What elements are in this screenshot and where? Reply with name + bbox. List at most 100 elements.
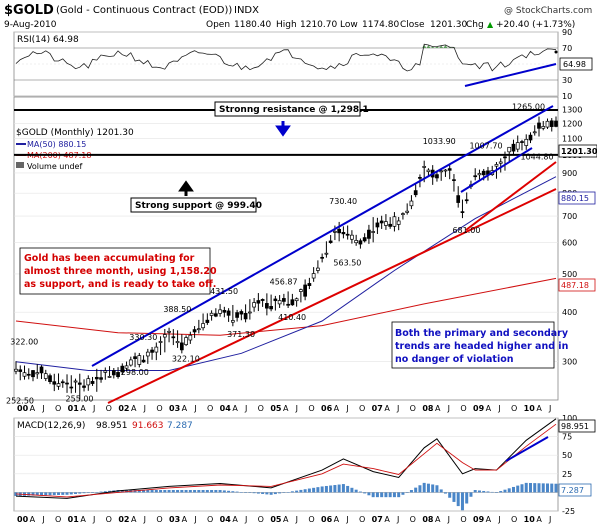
price-bar: [439, 169, 444, 181]
price-bar-body: [103, 370, 108, 373]
price-bar: [311, 267, 316, 282]
macd-histogram-bar: [452, 492, 456, 502]
macd-x-tick-label: J: [497, 515, 500, 524]
macd-histogram-bar: [465, 492, 469, 504]
macd-histogram-bar: [503, 489, 507, 493]
macd-histogram-bar: [31, 492, 35, 496]
price-bar-body: [515, 142, 520, 150]
price-bar-body: [413, 190, 418, 196]
macd-histogram-bar: [137, 490, 141, 493]
macd-histogram-bar: [244, 492, 248, 493]
macd-x-tick-label: O: [55, 515, 61, 524]
macd-histogram-bar: [159, 490, 163, 493]
price-bar: [392, 212, 397, 232]
macd-histogram-bar: [282, 492, 286, 493]
price-bar-body: [171, 336, 176, 339]
price-bar: [209, 310, 214, 321]
macd-histogram-bar: [193, 490, 197, 493]
macd-histogram-bar: [171, 490, 175, 493]
price-bar-body: [477, 173, 482, 176]
close-value: 1201.30: [430, 20, 467, 30]
right-note-box: [391, 321, 555, 369]
price-bar-body: [532, 131, 537, 134]
price-bar-body: [481, 170, 486, 176]
swing-point-label: 330.30: [129, 333, 157, 342]
macd-histogram-bar: [231, 491, 235, 493]
price-x-tick-label: 04: [220, 404, 232, 413]
price-bar-body: [311, 273, 316, 279]
watermark: @ StockCharts.com: [504, 6, 592, 16]
macd-x-tick-label: J: [345, 515, 348, 524]
macd-histogram-bar: [205, 490, 209, 493]
price-bar: [48, 373, 52, 385]
macd-x-tick-label: J: [143, 515, 146, 524]
macd-histogram-bar: [303, 489, 307, 493]
price-bar: [145, 348, 150, 364]
macd-histogram-bar: [86, 492, 90, 493]
macd-x-tick-label: 04: [220, 515, 232, 524]
chart-description: (Gold - Continuous Contract (EOD)): [56, 5, 232, 16]
open-value: 1180.40: [234, 20, 271, 30]
price-bar: [554, 116, 558, 128]
ma200-badge-text: 487.18: [561, 281, 589, 290]
macd-histogram-bar: [443, 492, 447, 494]
macd-line: [15, 418, 557, 499]
price-y-tick-label: 1100: [562, 134, 582, 143]
macd-histogram-bar: [35, 492, 39, 496]
price-bar: [39, 365, 44, 379]
macd-histogram-bar: [477, 490, 481, 493]
price-bar: [316, 260, 320, 274]
macd-x-tick-label: J: [295, 515, 298, 524]
close-badge: [558, 144, 597, 158]
macd-histogram-bar: [363, 492, 367, 494]
macd-histogram-bar: [91, 492, 95, 493]
macd-x-tick-label: 02: [118, 515, 129, 524]
macd-histogram-bar: [265, 492, 269, 495]
price-bar-body: [269, 306, 273, 310]
macd-histogram-bar: [316, 487, 320, 493]
macd-histogram-bar: [494, 492, 498, 493]
macd-histogram-bar: [222, 490, 226, 493]
price-bar: [52, 373, 57, 392]
price-bar-body: [179, 342, 184, 351]
price-bar-body: [384, 221, 388, 226]
macd-x-tick-label: A: [80, 515, 86, 524]
price-bar-body: [277, 300, 282, 305]
down-arrow-icon: [275, 121, 291, 137]
price-bar-body: [226, 310, 231, 316]
hist-badge: [558, 483, 592, 497]
macd-histogram-bar: [142, 490, 146, 493]
price-bar: [56, 373, 61, 390]
price-bar: [524, 134, 529, 150]
macd-histogram-bar: [108, 490, 112, 493]
left-note-line-1: Gold has been accumulating for: [24, 253, 195, 264]
macd-histogram-bar: [44, 492, 48, 496]
price-bar-body: [333, 230, 337, 233]
price-bar: [179, 334, 184, 354]
price-bar-body: [388, 223, 393, 227]
price-bar-body: [231, 320, 235, 323]
price-x-tick-label: O: [55, 404, 61, 413]
macd-x-tick-label: 07: [372, 515, 383, 524]
macd-histogram-bar: [180, 490, 184, 493]
price-bar-body: [69, 386, 74, 389]
macd-histogram-bar: [307, 488, 311, 493]
price-bar: [158, 336, 163, 356]
macd-histogram-bar: [312, 487, 316, 493]
ma50-line: [15, 176, 557, 371]
price-y-tick-label: 1200: [562, 119, 582, 128]
price-bar: [477, 169, 482, 180]
rsi-value-badge-text: 64.98: [563, 60, 586, 69]
price-bar: [248, 299, 252, 320]
swing-point-label: 1033.90: [423, 137, 456, 146]
macd-badge-text: 98.951: [561, 422, 589, 431]
price-bar: [116, 367, 120, 379]
price-bar: [124, 361, 129, 372]
macd-x-tick-label: A: [131, 515, 137, 524]
price-bar: [99, 369, 103, 383]
price-bar-body: [405, 210, 410, 213]
price-bar: [77, 373, 82, 400]
macd-histogram-bar: [431, 484, 435, 493]
macd-histogram-bar: [299, 489, 303, 493]
price-bar-body: [56, 383, 61, 387]
